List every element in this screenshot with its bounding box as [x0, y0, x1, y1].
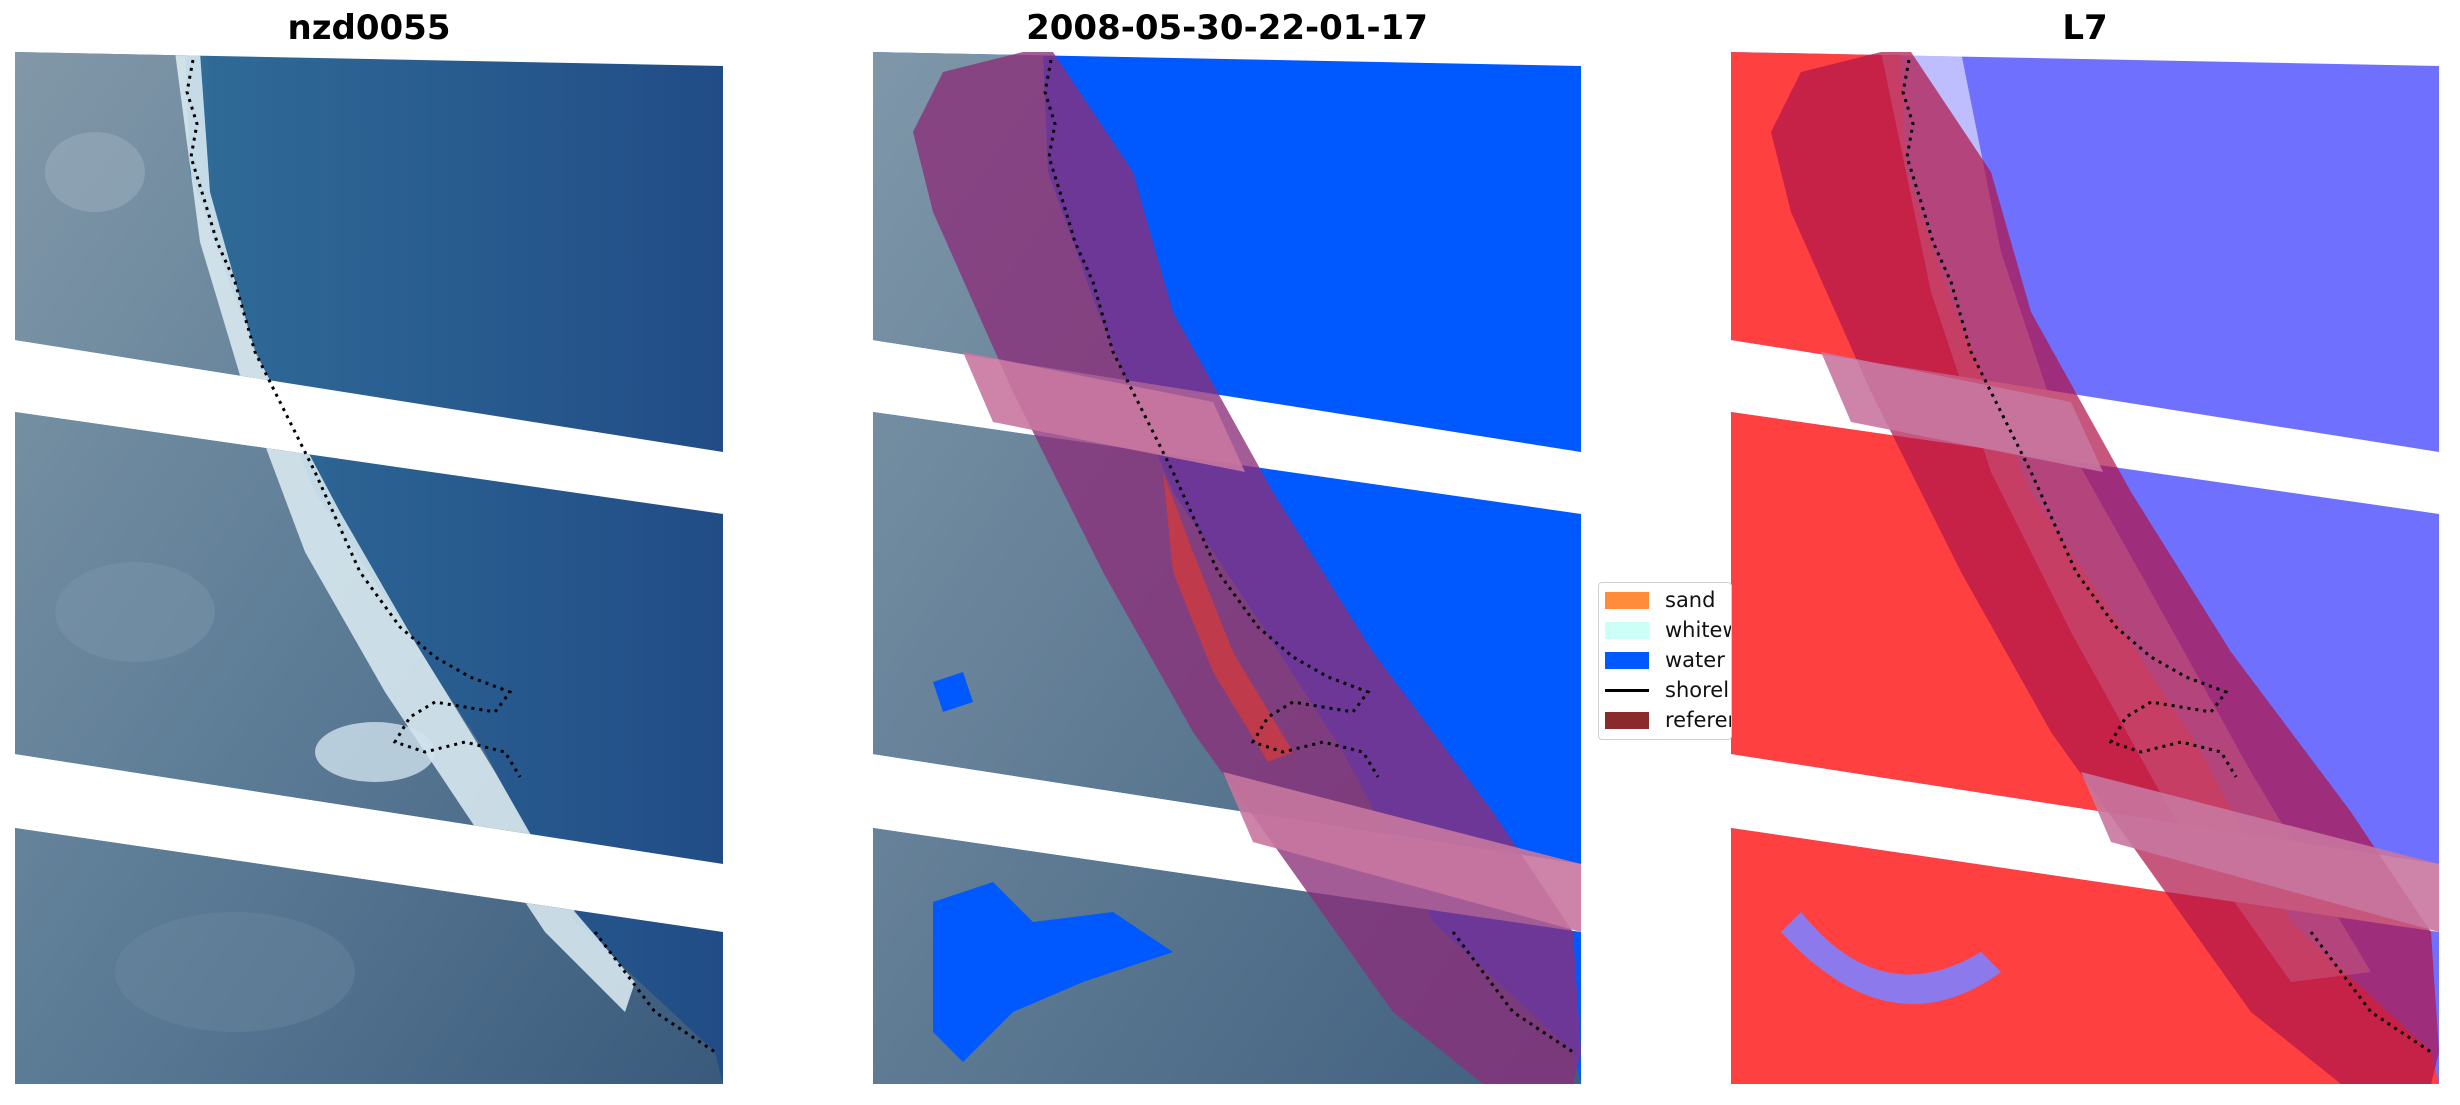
water-swatch	[1605, 651, 1649, 669]
legend-item-shoreline: shorel	[1605, 678, 1730, 702]
classified-image-panel	[873, 52, 1581, 1084]
legend-label-reference: referen	[1665, 708, 1731, 732]
panel-title-classified: 2008-05-30-22-01-17	[1026, 8, 1428, 48]
panel-title-rgb: nzd0055	[287, 8, 451, 48]
index-image	[1731, 52, 2439, 1084]
legend-item-sand: sand	[1605, 588, 1716, 612]
legend-item-reference: referen	[1605, 708, 1731, 732]
rgb-image	[15, 52, 723, 1084]
shoreline-line-swatch	[1605, 688, 1649, 692]
classified-image	[873, 52, 1581, 1084]
panel-title-index: L7	[2062, 8, 2108, 48]
legend-item-water: water	[1605, 648, 1725, 672]
whitewater-swatch	[1605, 621, 1649, 639]
index-image-panel	[1731, 52, 2439, 1084]
legend-label-water: water	[1665, 648, 1725, 672]
sand-swatch	[1605, 591, 1649, 609]
reference-swatch	[1605, 711, 1649, 729]
rgb-image-panel	[15, 52, 723, 1084]
legend-label-sand: sand	[1665, 588, 1716, 612]
legend-label-shoreline: shorel	[1665, 678, 1730, 702]
